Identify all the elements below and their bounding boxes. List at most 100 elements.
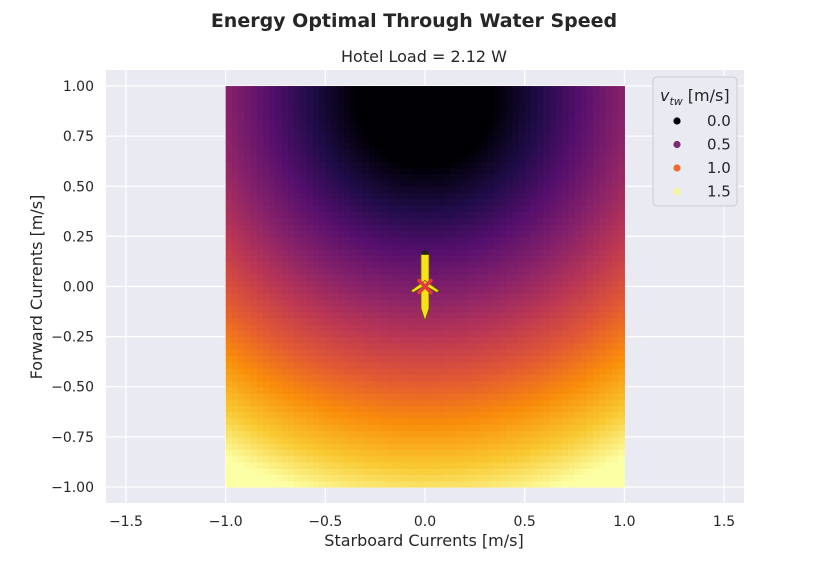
heatmap-cell — [312, 217, 320, 225]
heatmap-cell — [443, 468, 451, 476]
heatmap-cell — [518, 273, 526, 281]
heatmap-cell — [412, 299, 420, 306]
heatmap-cell — [231, 280, 239, 288]
heatmap-cell — [487, 480, 495, 488]
heatmap-cell — [294, 186, 301, 194]
x-tick-label: 0.0 — [414, 514, 436, 530]
heatmap-cell — [406, 405, 414, 413]
heatmap-cell — [611, 255, 619, 263]
heatmap-cell — [275, 324, 283, 331]
heatmap-cell — [381, 317, 389, 325]
heatmap-cell — [337, 393, 345, 400]
heatmap-cell — [618, 236, 625, 244]
heatmap-cell — [319, 399, 326, 407]
heatmap-cell — [393, 305, 401, 313]
heatmap-cell — [512, 436, 520, 444]
heatmap-cell — [275, 418, 283, 425]
heatmap-cell — [412, 167, 420, 175]
heatmap-cell — [524, 261, 532, 269]
heatmap-cell — [543, 180, 551, 187]
heatmap-cell — [375, 324, 382, 331]
heatmap-cell — [244, 424, 252, 432]
heatmap-cell — [250, 299, 258, 306]
heatmap-cell — [418, 167, 426, 175]
heatmap-cell — [499, 92, 507, 100]
heatmap-cell — [306, 154, 314, 162]
heatmap-cell — [263, 443, 270, 450]
heatmap-cell — [599, 292, 607, 300]
heatmap-cell — [537, 148, 544, 156]
heatmap-cell — [493, 98, 501, 106]
heatmap-cell — [524, 324, 532, 331]
heatmap-cell — [281, 129, 289, 137]
heatmap-cell — [431, 104, 439, 112]
heatmap-cell — [431, 380, 439, 388]
heatmap-cell — [425, 380, 432, 388]
heatmap-cell — [568, 117, 576, 125]
heatmap-cell — [431, 461, 439, 469]
heatmap-cell — [574, 336, 582, 344]
heatmap-cell — [300, 443, 308, 450]
heatmap-cell — [431, 430, 439, 438]
heatmap-cell — [287, 330, 295, 338]
heatmap-cell — [256, 173, 264, 181]
heatmap-cell — [456, 393, 463, 400]
heatmap-cell — [574, 273, 582, 281]
heatmap-cell — [530, 386, 538, 394]
heatmap-cell — [611, 154, 619, 162]
heatmap-cell — [344, 455, 351, 463]
heatmap-cell — [549, 461, 557, 469]
heatmap-cell — [456, 286, 463, 294]
heatmap-cell — [387, 418, 395, 425]
heatmap-cell — [400, 305, 407, 313]
heatmap-cell — [250, 399, 258, 407]
heatmap-cell — [256, 86, 264, 93]
heatmap-cell — [412, 154, 420, 162]
heatmap-cell — [586, 418, 594, 425]
heatmap-cell — [530, 374, 538, 382]
heatmap-cell — [549, 280, 557, 288]
heatmap-cell — [393, 399, 401, 407]
heatmap-cell — [456, 161, 463, 169]
heatmap-cell — [468, 405, 476, 413]
heatmap-cell — [331, 311, 339, 319]
heatmap-cell — [325, 261, 333, 269]
heatmap-cell — [474, 86, 482, 93]
heatmap-cell — [443, 393, 451, 400]
heatmap-cell — [487, 418, 495, 425]
heatmap-cell — [605, 336, 613, 344]
heatmap-cell — [462, 480, 470, 488]
heatmap-cell — [586, 248, 594, 256]
heatmap-cell — [605, 230, 613, 237]
heatmap-cell — [300, 367, 308, 375]
heatmap-cell — [611, 430, 619, 438]
heatmap-cell — [586, 424, 594, 432]
heatmap-cell — [319, 148, 326, 156]
heatmap-cell — [425, 355, 432, 363]
heatmap-cell — [263, 186, 270, 194]
heatmap-cell — [593, 255, 601, 263]
heatmap-cell — [599, 230, 607, 237]
heatmap-cell — [281, 393, 289, 400]
heatmap-cell — [362, 267, 370, 275]
heatmap-cell — [599, 367, 607, 375]
heatmap-cell — [344, 418, 351, 425]
heatmap-cell — [605, 273, 613, 281]
heatmap-cell — [362, 424, 370, 432]
heatmap-cell — [555, 305, 563, 313]
heatmap-cell — [387, 393, 395, 400]
heatmap-cell — [306, 355, 314, 363]
heatmap-cell — [287, 455, 295, 463]
heatmap-cell — [244, 173, 252, 181]
heatmap-cell — [605, 286, 613, 294]
heatmap-cell — [412, 273, 420, 281]
heatmap-cell — [549, 123, 557, 131]
heatmap-cell — [449, 173, 457, 181]
heatmap-cell — [537, 361, 544, 369]
heatmap-cell — [393, 355, 401, 363]
heatmap-cell — [418, 474, 426, 482]
heatmap-cell — [387, 230, 395, 237]
heatmap-cell — [344, 399, 351, 407]
heatmap-cell — [462, 117, 470, 125]
heatmap-cell — [381, 117, 389, 125]
